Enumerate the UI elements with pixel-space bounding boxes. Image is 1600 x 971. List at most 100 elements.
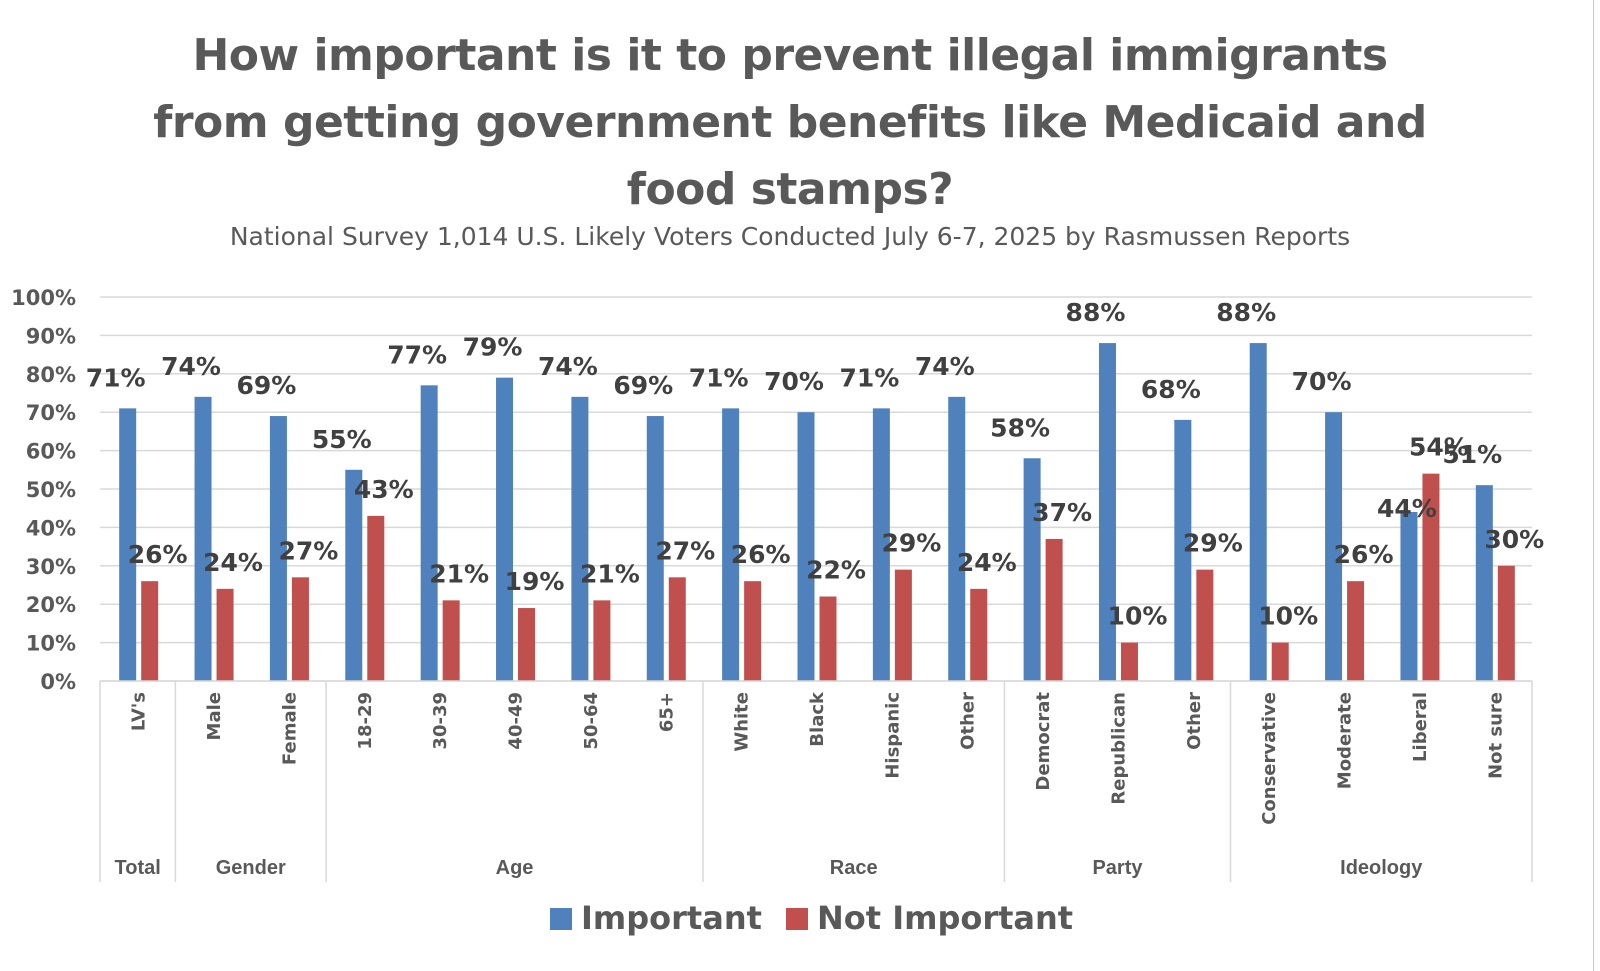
data-labels: 71% 26% 74% 24% 69% 27% 55% 43% 77% 21% 79% 19% 74% 2… — [86, 298, 1544, 631]
data-label: 70% — [764, 367, 824, 396]
category-label: Democrat — [1033, 692, 1054, 791]
category-label: 40-49 — [506, 692, 527, 750]
category-label: Moderate — [1335, 692, 1356, 789]
data-label: 37% — [1032, 498, 1092, 527]
data-label: 69% — [613, 371, 673, 400]
bar-not-important — [668, 577, 686, 681]
bar-not-important — [744, 581, 762, 681]
bar-important — [345, 469, 363, 681]
data-label: 27% — [278, 536, 338, 565]
group-label: Ideology — [1340, 857, 1423, 879]
category-label: Female — [279, 692, 300, 765]
bar-not-important — [593, 600, 611, 681]
y-tick-label: 60% — [26, 440, 76, 464]
bars — [119, 343, 1515, 681]
category-label: 18-29 — [355, 692, 376, 750]
data-label: 24% — [203, 548, 263, 577]
data-label: 19% — [505, 567, 565, 596]
data-label: 21% — [429, 559, 489, 588]
bar-important — [269, 416, 287, 681]
chart-title: How important is it to prevent illegal i… — [153, 30, 1427, 215]
bar-important — [1400, 512, 1418, 681]
bar-not-important — [216, 588, 234, 681]
data-label: 30% — [1484, 525, 1544, 554]
group-label: Age — [496, 857, 534, 879]
data-label: 10% — [1258, 602, 1318, 631]
group-label: Total — [115, 857, 161, 879]
y-tick-label: 100% — [11, 286, 76, 310]
legend-label: Not Important — [817, 899, 1073, 937]
data-label: 70% — [1292, 367, 1352, 396]
data-label: 10% — [1108, 602, 1168, 631]
bar-not-important — [1497, 565, 1515, 681]
data-label: 44% — [1377, 494, 1437, 523]
category-label: Republican — [1108, 692, 1129, 805]
bar-important — [194, 396, 212, 681]
group-label: Party — [1092, 857, 1143, 879]
legend-swatch — [786, 908, 808, 930]
data-label: 29% — [1183, 529, 1243, 558]
y-tick-label: 90% — [26, 324, 76, 348]
data-label: 68% — [1141, 375, 1201, 404]
bar-not-important — [1271, 642, 1289, 681]
data-label: 21% — [580, 559, 640, 588]
data-label: 88% — [1066, 298, 1126, 327]
data-label: 26% — [1334, 540, 1394, 569]
data-label: 71% — [839, 363, 899, 392]
bar-not-important — [819, 596, 837, 681]
bar-important — [1098, 343, 1116, 681]
data-label: 29% — [881, 529, 941, 558]
bar-important — [420, 385, 438, 681]
data-label: 58% — [990, 413, 1050, 442]
bar-not-important — [518, 608, 536, 681]
y-axis: 0% 10% 20% 30% 40% 50% 60% 70% 80% 90% 100% — [11, 286, 76, 694]
bar-important — [1249, 343, 1267, 681]
legend-swatch — [550, 908, 572, 930]
category-label: Other — [1184, 692, 1205, 750]
bar-important — [1475, 485, 1493, 681]
y-tick-label: 80% — [26, 363, 76, 387]
bar-important — [797, 412, 815, 681]
bar-not-important — [1045, 538, 1063, 681]
bar-not-important — [141, 581, 159, 681]
bar-not-important — [970, 588, 988, 681]
data-label: 69% — [236, 371, 296, 400]
category-label: 50-64 — [581, 692, 602, 750]
category-label: Liberal — [1410, 692, 1431, 762]
category-label: Black — [807, 691, 828, 747]
category-label: Conservative — [1259, 692, 1280, 825]
legend: Important Not Important — [550, 899, 1073, 937]
data-label: 22% — [806, 556, 866, 585]
bar-not-important — [367, 515, 385, 681]
bar-not-important — [1196, 569, 1214, 681]
bar-important — [722, 408, 740, 681]
y-tick-label: 40% — [26, 516, 76, 540]
bar-important — [1325, 412, 1343, 681]
data-label: 71% — [689, 363, 749, 392]
data-label: 74% — [915, 352, 975, 381]
data-label: 71% — [86, 363, 146, 392]
data-label: 26% — [128, 540, 188, 569]
data-label: 74% — [161, 352, 221, 381]
data-label: 77% — [387, 340, 447, 369]
legend-label: Important — [581, 899, 762, 937]
data-label: 24% — [957, 548, 1017, 577]
bar-not-important — [1347, 581, 1365, 681]
bar-important — [872, 408, 890, 681]
category-label: Hispanic — [882, 692, 903, 779]
data-label: 74% — [538, 352, 598, 381]
category-label: Male — [204, 692, 225, 740]
data-label: 51% — [1442, 440, 1502, 469]
data-label: 79% — [463, 333, 523, 362]
y-tick-label: 10% — [26, 632, 76, 656]
data-label: 88% — [1216, 298, 1276, 327]
category-label: 30-39 — [430, 692, 451, 750]
data-label: 43% — [354, 475, 414, 504]
category-label: Other — [958, 692, 979, 750]
data-label: 27% — [655, 536, 715, 565]
data-label: 26% — [731, 540, 791, 569]
x-axis: LV's Male Female 18-29 30-39 40-49 50-64 65+ Whi… — [99, 680, 1533, 882]
y-tick-label: 70% — [26, 401, 76, 425]
bar-important — [1023, 458, 1041, 681]
